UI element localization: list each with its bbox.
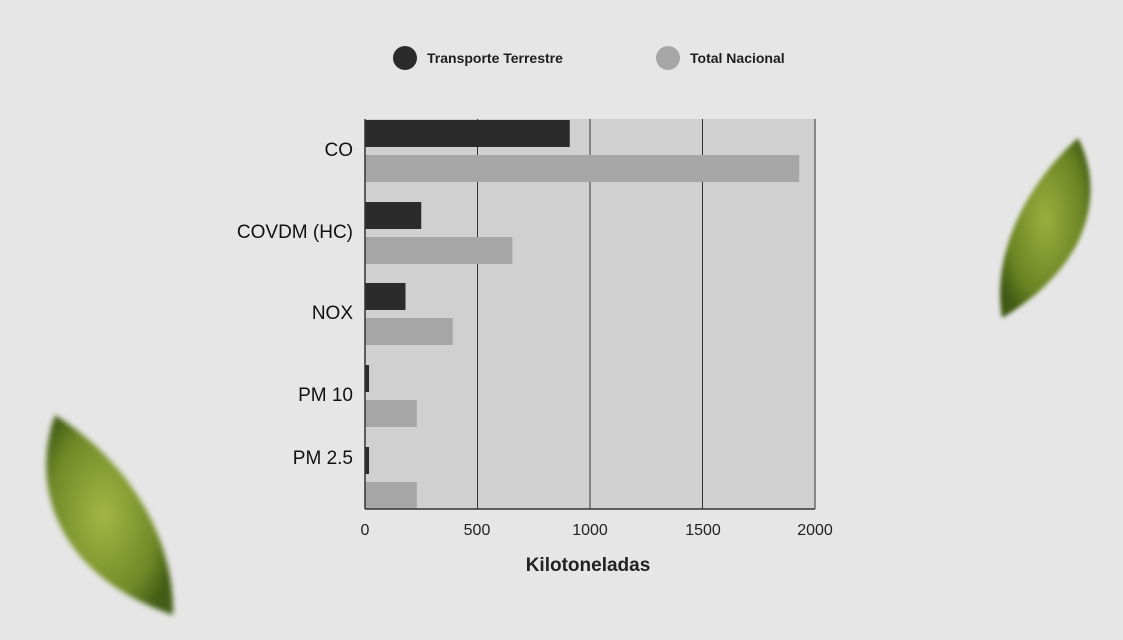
bar <box>365 365 370 392</box>
x-tick-label: 1500 <box>685 522 721 539</box>
bar <box>365 447 370 474</box>
category-label: CO <box>324 140 354 161</box>
category-label: COVDM (HC) <box>236 222 353 243</box>
bar <box>365 318 453 345</box>
leaf-icon <box>1000 138 1091 318</box>
category-label: PM 2.5 <box>292 448 353 469</box>
bar <box>365 283 406 310</box>
bar <box>365 237 513 264</box>
bar <box>365 155 800 182</box>
leaf-icon <box>46 415 174 615</box>
bar <box>365 482 417 509</box>
legend-label-total: Total Nacional <box>690 50 785 66</box>
bar <box>365 120 570 147</box>
bar <box>365 400 417 427</box>
legend-swatch-transporte <box>393 46 417 70</box>
x-tick-label: 2000 <box>797 522 833 539</box>
legend-label-transporte: Transporte Terrestre <box>427 50 563 66</box>
x-axis-label: Kilotoneladas <box>525 555 651 576</box>
legend-swatch-total <box>656 46 680 70</box>
legend-item-transporte: Transporte Terrestre <box>393 46 563 70</box>
category-label: PM 10 <box>298 385 353 406</box>
x-tick-label: 1000 <box>572 522 608 539</box>
x-tick-label: 0 <box>360 522 370 539</box>
x-tick-label: 500 <box>463 522 491 539</box>
bar <box>365 202 422 229</box>
category-label: NOX <box>311 303 353 324</box>
legend-item-total: Total Nacional <box>656 46 785 70</box>
